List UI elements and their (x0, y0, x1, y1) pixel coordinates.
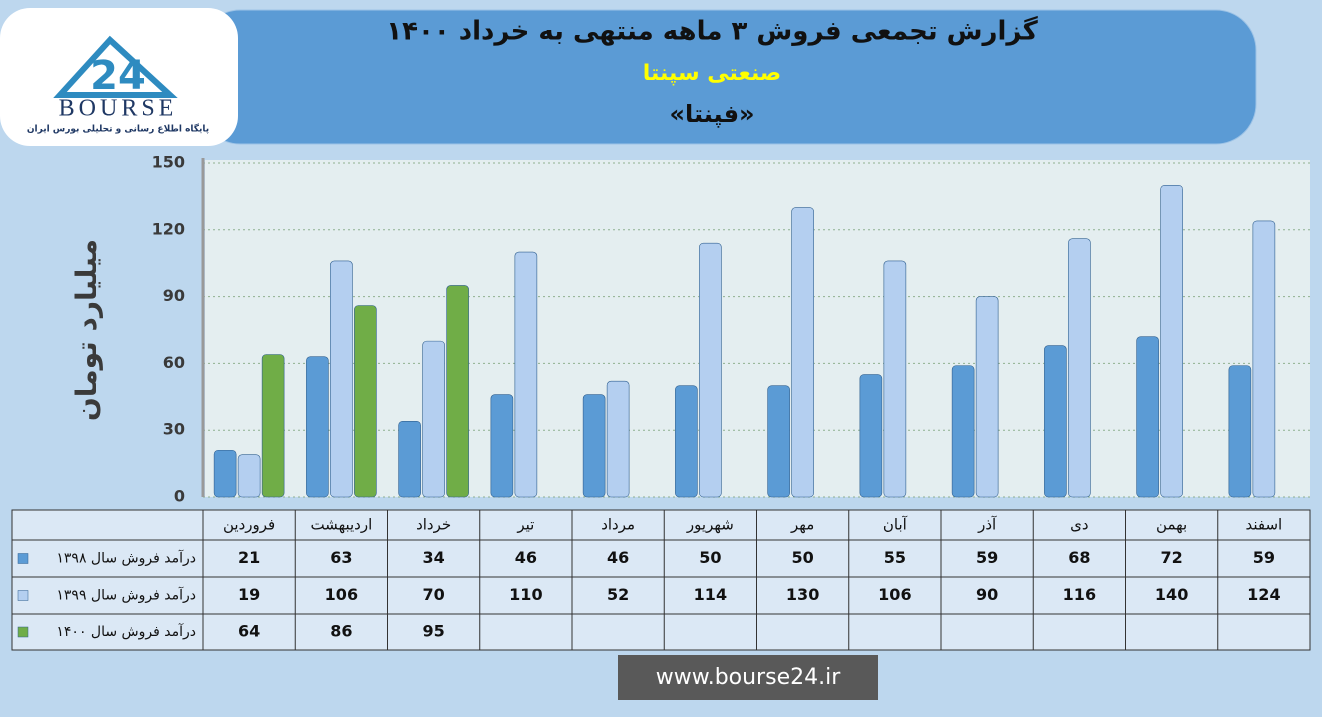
y-tick-label: 60 (163, 353, 185, 372)
bar (1160, 184, 1183, 498)
logo-tagline: پایگاه اطلاع رسانی و تحلیلی بورس ایران (27, 123, 209, 135)
logo-box (0, 8, 238, 146)
table-value: 106 (878, 585, 911, 604)
x-tick-label: خرداد (416, 516, 451, 534)
footer-box (618, 655, 878, 700)
table-value: 55 (884, 548, 906, 567)
bar (1136, 336, 1159, 498)
y-axis-label: میلیارد تومان (70, 239, 103, 421)
legend-label: درآمد فروش سال ۱۳۹۹ (56, 587, 196, 604)
y-tick-label: 0 (174, 487, 185, 506)
x-tick-label: مرداد (601, 516, 635, 534)
bar (213, 449, 237, 498)
bar (951, 365, 975, 498)
x-tick-label: دی (1070, 516, 1088, 534)
chart-subtitle: صنعتی سپنتا (643, 61, 781, 86)
table-value: 34 (422, 548, 444, 567)
legend-swatch (17, 626, 29, 638)
table-value: 140 (1155, 585, 1188, 604)
table-value: 72 (1160, 548, 1182, 567)
plot-area (205, 160, 1310, 497)
x-tick-label: مهر (790, 516, 814, 534)
bar (675, 385, 698, 498)
logo-mark: 24 (90, 53, 146, 99)
bar (514, 251, 538, 498)
table-value: 95 (422, 622, 444, 641)
bar (582, 394, 606, 498)
table-value: 68 (1068, 548, 1090, 567)
table-value: 110 (509, 585, 542, 604)
footer: www.bourse24.ir (656, 665, 841, 690)
table-value: 124 (1247, 585, 1280, 604)
legend-label: درآمد فروش سال ۱۴۰۰ (56, 623, 196, 640)
bar (1228, 365, 1252, 498)
legend-label: درآمد فروش سال ۱۳۹۸ (56, 550, 196, 567)
bar (975, 296, 999, 498)
bar (883, 260, 907, 498)
table-value: 59 (1253, 548, 1275, 567)
bar (1068, 238, 1091, 498)
table-value: 50 (791, 548, 813, 567)
bar (1044, 345, 1067, 498)
bar (261, 354, 285, 498)
bar (398, 420, 421, 498)
table-value: 70 (422, 585, 444, 604)
table-value: 19 (238, 585, 260, 604)
table-value: 50 (699, 548, 721, 567)
table-value: 21 (238, 548, 260, 567)
x-tick-label: آذر (977, 516, 997, 534)
x-tick-label: فروردین (223, 516, 275, 534)
table-value: 63 (330, 548, 352, 567)
bar (306, 356, 329, 498)
table-value: 90 (976, 585, 998, 604)
table-value: 59 (976, 548, 998, 567)
y-tick-label: 30 (163, 420, 185, 439)
table-value: 52 (607, 585, 629, 604)
logo-name: BOURSE (59, 96, 178, 122)
bar (330, 260, 353, 498)
bar (791, 207, 814, 498)
x-tick-label: بهمن (1156, 516, 1187, 534)
y-tick-label: 120 (152, 219, 185, 238)
bar (699, 242, 722, 498)
data-table (11, 509, 1311, 651)
bar (490, 394, 514, 498)
bar (354, 305, 377, 498)
bar (606, 380, 630, 498)
table-value: 130 (786, 585, 819, 604)
y-tick-label: 90 (163, 286, 185, 305)
legend-swatch (17, 590, 29, 601)
bar (237, 454, 261, 498)
table-value: 46 (607, 548, 629, 567)
bar (446, 285, 469, 498)
y-tick-label: 150 (152, 153, 185, 172)
table-value: 114 (694, 585, 727, 604)
x-tick-label: اردیبهشت (310, 516, 372, 534)
table-value: 46 (515, 548, 537, 567)
bar (1252, 220, 1276, 498)
x-tick-label: آبان (883, 516, 908, 534)
logo-shape (53, 35, 178, 98)
legend-swatch (17, 553, 29, 564)
table-value: 64 (238, 622, 260, 641)
x-tick-label: شهریور (686, 516, 734, 534)
chart-title: گزارش تجمعی فروش ۳ ماهه منتهی به خرداد ۱… (386, 16, 1038, 47)
table-value: 86 (330, 622, 352, 641)
table-value: 116 (1063, 585, 1096, 604)
x-tick-label: اسفند (1246, 516, 1283, 534)
symbol: «فپنتا» (669, 100, 754, 128)
bar (422, 340, 445, 498)
bar (859, 374, 883, 498)
table-value: 106 (325, 585, 358, 604)
bar (767, 385, 790, 498)
x-tick-label: تیر (516, 516, 534, 534)
